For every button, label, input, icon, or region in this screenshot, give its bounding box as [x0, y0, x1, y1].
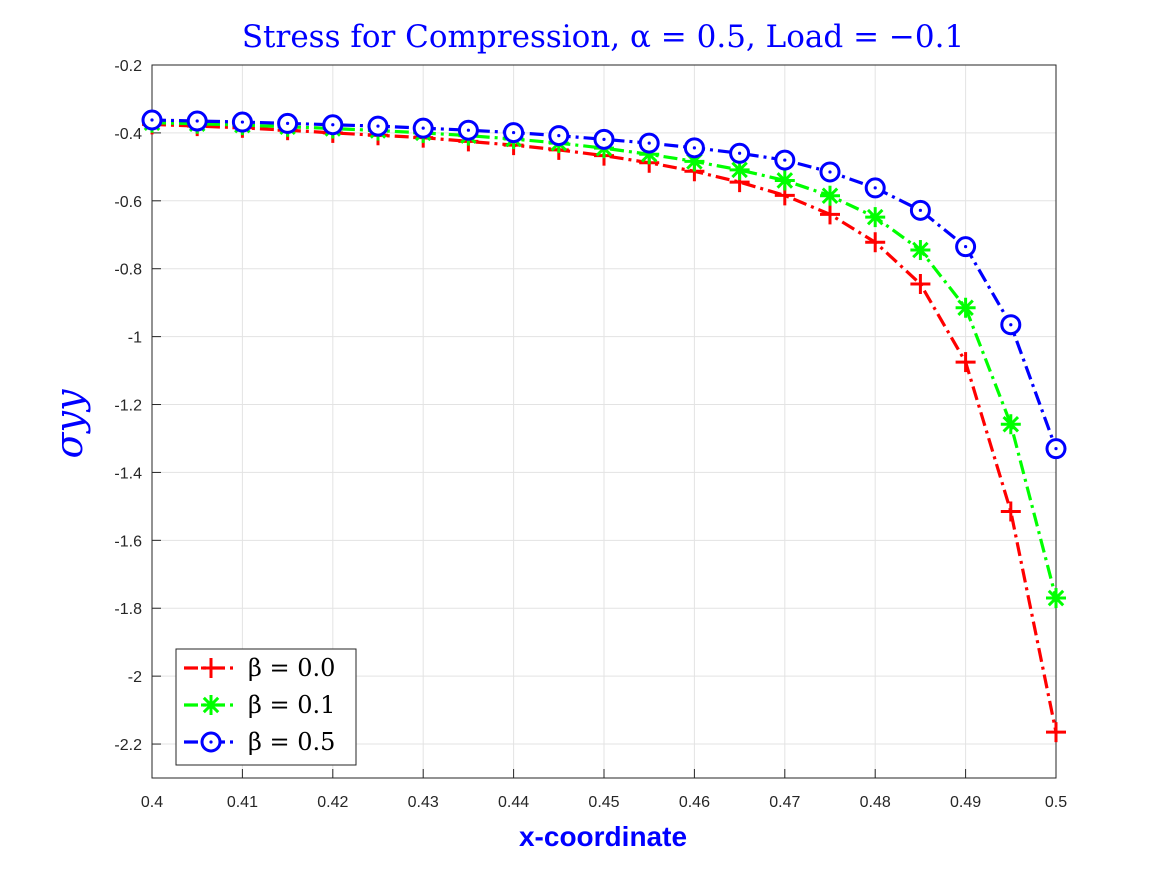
x-tick-label: 0.42	[317, 794, 348, 811]
y-axis-label: σyy	[47, 389, 91, 458]
data-point-circle	[503, 122, 525, 144]
legend-items: β = 0.0 β = 0.1 β = 0.5	[184, 654, 335, 756]
y-tick-label: -1.4	[114, 465, 142, 482]
legend-label: β = 0.5	[248, 728, 335, 756]
y-tick-label: -1.2	[114, 398, 142, 415]
y-tick-label: -0.8	[114, 262, 142, 279]
data-point-circle	[367, 115, 389, 137]
y-tick-label: -2.2	[114, 737, 142, 754]
data-point-circle	[548, 125, 570, 147]
data-point-circle	[909, 199, 931, 221]
data-point-legend-asterisk	[201, 695, 221, 715]
data-point-asterisk	[865, 207, 886, 228]
data-point-plus	[865, 232, 886, 253]
x-tick-label: 0.45	[588, 794, 619, 811]
data-point-circle	[864, 177, 886, 199]
data-point-circle	[277, 112, 299, 134]
y-tick-label: -1.6	[114, 533, 142, 550]
y-tick-label: -0.4	[114, 126, 142, 143]
data-point-asterisk	[1000, 414, 1021, 435]
legend-item-circle: β = 0.5	[184, 728, 335, 756]
x-tick-label: 0.43	[408, 794, 439, 811]
data-point-circle	[186, 110, 208, 132]
data-point-plus	[820, 204, 840, 225]
legend-item-asterisk: β = 0.1	[184, 691, 335, 719]
data-point-circle	[141, 109, 163, 131]
x-tick-label: 0.41	[227, 794, 258, 811]
x-tick-label: 0.44	[498, 794, 529, 811]
data-point-asterisk	[955, 297, 976, 318]
data-point-circle	[638, 132, 660, 154]
data-point-legend-plus	[201, 658, 221, 678]
data-point-circle	[1045, 438, 1067, 460]
x-tick-label: 0.46	[679, 794, 710, 811]
data-point-circle	[729, 142, 751, 164]
y-tick-label: -2	[128, 669, 142, 686]
x-tick-label: 0.5	[1045, 794, 1067, 811]
axis-ticks: 0.4 0.41 0.42 0.43 0.44 0.45 0.46 0.47 0.48 0.49 0…	[114, 58, 1067, 811]
x-axis-label: x-coordinate	[519, 821, 687, 852]
data-point-legend-circle	[200, 731, 222, 753]
data-point-circle	[1000, 314, 1022, 336]
data-point-asterisk	[1046, 588, 1066, 609]
y-tick-label: -0.6	[114, 194, 142, 211]
data-point-plus	[1000, 501, 1021, 522]
data-point-circle	[593, 128, 615, 150]
data-point-circle	[774, 149, 796, 171]
data-point-circle	[457, 119, 479, 141]
legend-label: β = 0.1	[248, 691, 335, 719]
y-tick-label: -1	[128, 330, 142, 347]
chart-title: Stress for Compression, α = 0.5, Load = …	[242, 19, 964, 55]
data-point-plus	[955, 352, 976, 373]
x-tick-label: 0.49	[950, 794, 981, 811]
data-point-circle	[955, 236, 977, 258]
legend-label: β = 0.0	[248, 654, 335, 682]
data-point-asterisk	[910, 240, 931, 261]
data-point-circle	[412, 117, 434, 139]
data-point-asterisk	[820, 185, 840, 206]
data-point-circle	[683, 137, 705, 159]
legend: β = 0.0 β = 0.1 β = 0.5	[175, 648, 357, 766]
data-point-circle	[322, 114, 344, 136]
series-layer	[141, 109, 1067, 743]
data-point-plus	[1046, 722, 1066, 743]
series-circle	[141, 109, 1067, 460]
x-tick-label: 0.47	[769, 794, 800, 811]
data-point-circle	[819, 161, 841, 183]
data-point-circle	[231, 111, 253, 133]
y-tick-label: -1.8	[114, 601, 142, 618]
data-point-asterisk	[774, 170, 795, 191]
x-tick-label: 0.4	[141, 794, 163, 811]
legend-item-plus: β = 0.0	[184, 654, 335, 682]
x-tick-label: 0.48	[860, 794, 891, 811]
data-point-plus	[910, 273, 931, 294]
y-tick-label: -0.2	[114, 58, 142, 75]
